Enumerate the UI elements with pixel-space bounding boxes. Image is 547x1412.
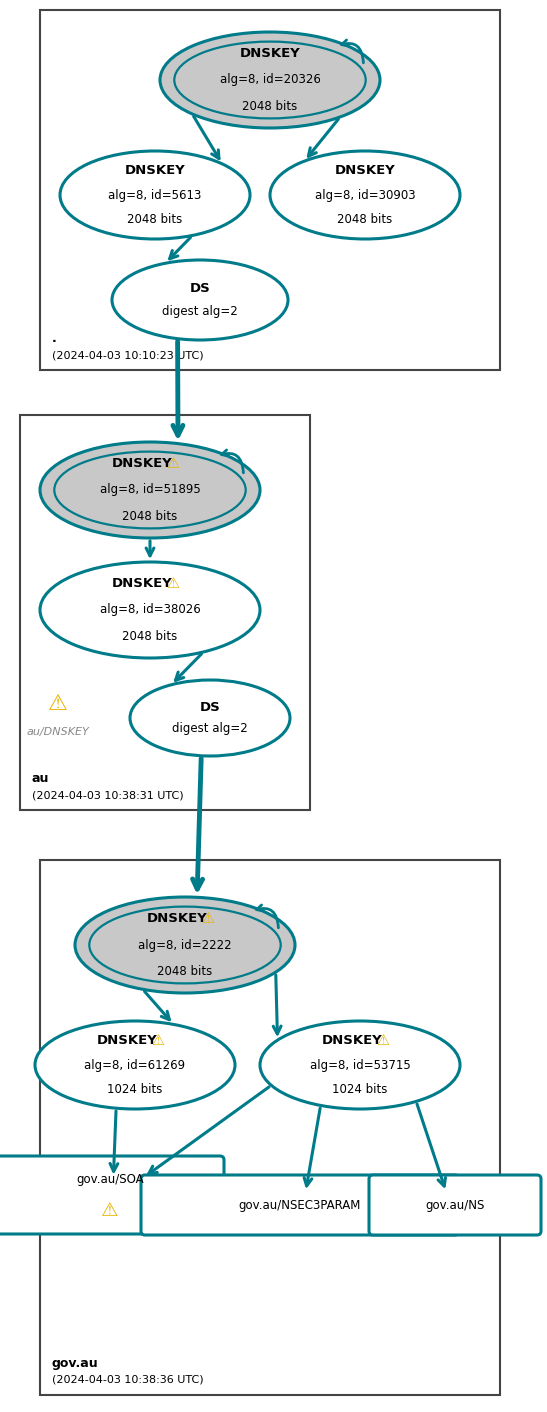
Text: gov.au/NSEC3PARAM: gov.au/NSEC3PARAM: [239, 1199, 361, 1211]
Text: (2024-04-03 10:10:23 UTC): (2024-04-03 10:10:23 UTC): [52, 350, 203, 360]
Text: 2048 bits: 2048 bits: [123, 630, 178, 642]
FancyBboxPatch shape: [20, 415, 310, 810]
Ellipse shape: [35, 1021, 235, 1108]
Ellipse shape: [60, 151, 250, 239]
Ellipse shape: [75, 897, 295, 993]
FancyBboxPatch shape: [141, 1175, 459, 1236]
Text: 1024 bits: 1024 bits: [107, 1083, 162, 1096]
Text: au/DNSKEY: au/DNSKEY: [27, 727, 89, 737]
Text: ⚠: ⚠: [167, 456, 180, 472]
FancyBboxPatch shape: [40, 860, 500, 1395]
Text: alg=8, id=51895: alg=8, id=51895: [100, 483, 200, 497]
Text: au: au: [32, 772, 49, 785]
Text: alg=8, id=30903: alg=8, id=30903: [315, 188, 415, 202]
Text: ⚠: ⚠: [101, 1202, 119, 1220]
Text: DNSKEY: DNSKEY: [125, 164, 185, 178]
Text: DS: DS: [190, 282, 211, 295]
Text: gov.au/NS: gov.au/NS: [426, 1199, 485, 1211]
Text: DNSKEY: DNSKEY: [335, 164, 395, 178]
Text: (2024-04-03 10:38:36 UTC): (2024-04-03 10:38:36 UTC): [52, 1375, 203, 1385]
Text: 2048 bits: 2048 bits: [127, 213, 183, 226]
Text: DNSKEY: DNSKEY: [322, 1035, 382, 1048]
Text: 2048 bits: 2048 bits: [158, 964, 213, 979]
Text: 1024 bits: 1024 bits: [333, 1083, 388, 1096]
Ellipse shape: [130, 681, 290, 755]
Ellipse shape: [160, 32, 380, 128]
Text: digest alg=2: digest alg=2: [162, 305, 238, 318]
Ellipse shape: [40, 562, 260, 658]
Text: alg=8, id=53715: alg=8, id=53715: [310, 1059, 410, 1072]
Text: alg=8, id=20326: alg=8, id=20326: [219, 73, 321, 86]
FancyBboxPatch shape: [40, 10, 500, 370]
Text: ⚠: ⚠: [152, 1034, 165, 1048]
Text: DNSKEY: DNSKEY: [97, 1035, 158, 1048]
Text: DNSKEY: DNSKEY: [112, 457, 172, 470]
Text: digest alg=2: digest alg=2: [172, 722, 248, 736]
Text: gov.au: gov.au: [52, 1357, 98, 1370]
Text: DNSKEY: DNSKEY: [240, 47, 300, 61]
Text: alg=8, id=38026: alg=8, id=38026: [100, 603, 200, 617]
FancyBboxPatch shape: [0, 1156, 224, 1234]
Text: ⚠: ⚠: [167, 576, 180, 592]
Ellipse shape: [270, 151, 460, 239]
Text: 2048 bits: 2048 bits: [123, 510, 178, 522]
Text: ⚠: ⚠: [48, 695, 68, 714]
Ellipse shape: [260, 1021, 460, 1108]
Text: ⚠: ⚠: [377, 1034, 390, 1048]
Text: alg=8, id=61269: alg=8, id=61269: [84, 1059, 185, 1072]
Ellipse shape: [40, 442, 260, 538]
Text: DNSKEY: DNSKEY: [147, 912, 207, 925]
Text: alg=8, id=2222: alg=8, id=2222: [138, 939, 232, 952]
Text: .: .: [52, 332, 57, 345]
Text: alg=8, id=5613: alg=8, id=5613: [108, 188, 202, 202]
Ellipse shape: [112, 260, 288, 340]
Text: DS: DS: [200, 700, 220, 714]
Text: 2048 bits: 2048 bits: [242, 100, 298, 113]
Text: gov.au/SOA: gov.au/SOA: [76, 1173, 144, 1186]
FancyBboxPatch shape: [369, 1175, 541, 1236]
Text: ⚠: ⚠: [202, 911, 215, 926]
Text: 2048 bits: 2048 bits: [337, 213, 393, 226]
Text: DNSKEY: DNSKEY: [112, 578, 172, 590]
Text: (2024-04-03 10:38:31 UTC): (2024-04-03 10:38:31 UTC): [32, 789, 184, 801]
